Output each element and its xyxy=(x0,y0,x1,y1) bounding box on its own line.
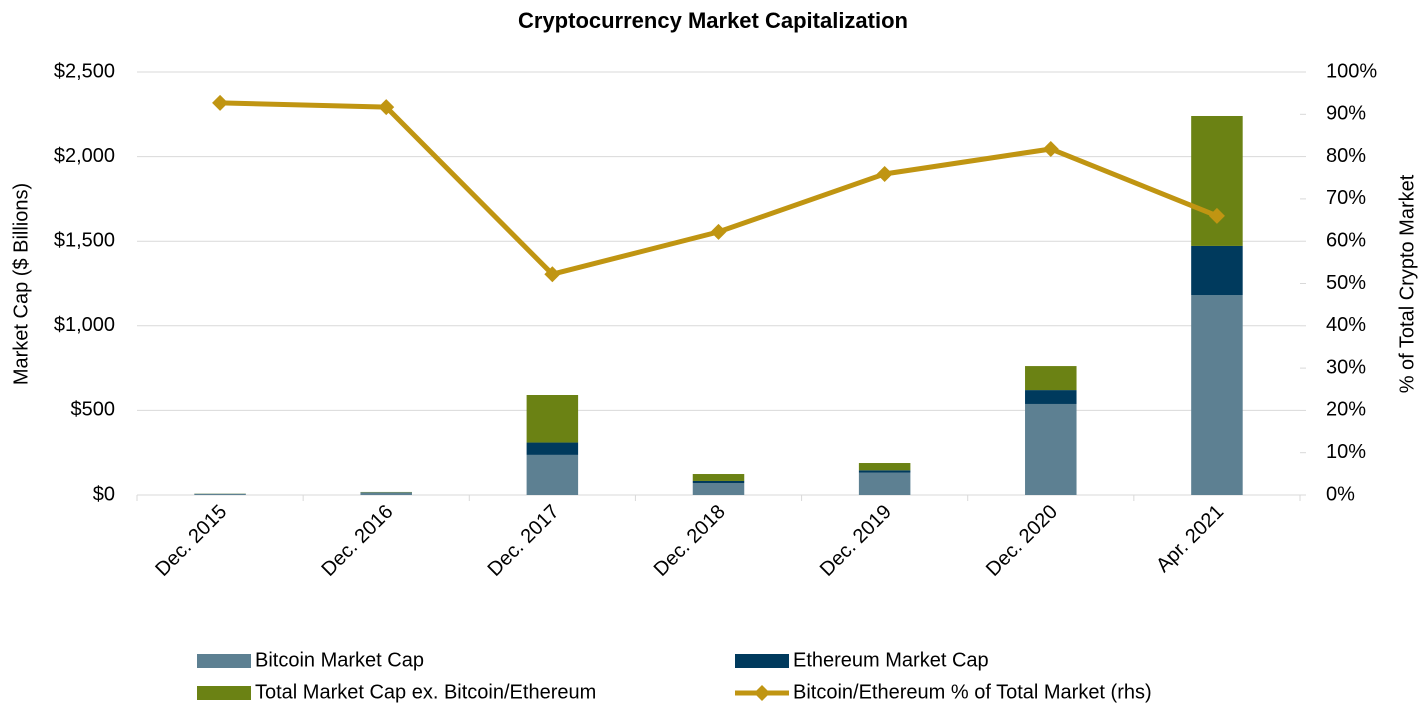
y-tick-label: $2,000 xyxy=(54,145,115,167)
y2-tick-label: 90% xyxy=(1326,103,1366,125)
legend-label: Bitcoin Market Cap xyxy=(255,649,424,671)
line-marker xyxy=(378,99,395,116)
y-tick-label: $1,500 xyxy=(54,229,115,251)
bar xyxy=(194,493,246,495)
legend-label: Total Market Cap ex. Bitcoin/Ethereum xyxy=(255,681,596,703)
bar xyxy=(526,395,579,443)
y2-tick-label: 10% xyxy=(1326,441,1366,463)
line-marker xyxy=(544,266,561,283)
bar xyxy=(692,480,745,483)
x-tick-label: Dec. 2015 xyxy=(151,501,231,581)
y-axis-label: Market Cap ($ Billions) xyxy=(10,183,32,385)
x-tick-label: Dec. 2017 xyxy=(484,501,564,581)
line-marker xyxy=(710,223,727,240)
x-tick-label: Dec. 2016 xyxy=(317,501,397,581)
y2-tick-label: 50% xyxy=(1326,272,1366,294)
line xyxy=(220,100,1218,277)
line-marker xyxy=(1208,207,1225,224)
legend-label: Bitcoin/Ethereum % of Total Market (rhs) xyxy=(793,681,1152,703)
y-tick-label: $500 xyxy=(71,399,116,421)
legend-swatch xyxy=(754,685,770,701)
y2-tick-label: 80% xyxy=(1326,145,1366,167)
y2-tick-label: 100% xyxy=(1326,60,1377,82)
chart-title: Cryptocurrency Market Capitalization xyxy=(518,8,908,33)
y-tick-label: $0 xyxy=(93,483,115,505)
bar xyxy=(1191,295,1243,495)
y2-tick-label: 0% xyxy=(1326,483,1355,505)
bar xyxy=(858,470,911,473)
bar xyxy=(360,492,412,495)
x-tick-label: Dec. 2018 xyxy=(650,501,730,581)
bar xyxy=(692,482,745,495)
legend-swatch xyxy=(197,686,251,700)
line-marker xyxy=(212,94,229,111)
legend-label: Ethereum Market Cap xyxy=(793,649,989,671)
bar xyxy=(1025,390,1077,404)
x-tick-label: Apr. 2021 xyxy=(1152,501,1228,577)
y2-axis-label: % of Total Crypto Market xyxy=(1396,174,1418,393)
bar xyxy=(1191,245,1243,296)
line-marker xyxy=(1042,140,1059,157)
bar xyxy=(1191,115,1243,246)
y2-tick-label: 20% xyxy=(1326,399,1366,421)
bar xyxy=(692,474,745,481)
bar xyxy=(526,454,579,495)
bar xyxy=(858,463,911,471)
bar xyxy=(858,472,911,495)
y2-tick-label: 40% xyxy=(1326,314,1366,336)
x-tick-label: Dec. 2019 xyxy=(816,501,896,581)
x-tick-label: Dec. 2020 xyxy=(982,501,1062,581)
y2-tick-label: 60% xyxy=(1326,229,1366,251)
legend-swatch xyxy=(197,654,251,668)
legend-swatch xyxy=(735,654,789,668)
y-tick-label: $1,000 xyxy=(54,314,115,336)
line-marker xyxy=(876,165,893,182)
y2-tick-label: 30% xyxy=(1326,356,1366,378)
bar xyxy=(1025,403,1077,495)
bar xyxy=(526,442,579,455)
bar xyxy=(1025,366,1077,391)
y-tick-label: $2,500 xyxy=(54,60,115,82)
y2-tick-label: 70% xyxy=(1326,187,1366,209)
